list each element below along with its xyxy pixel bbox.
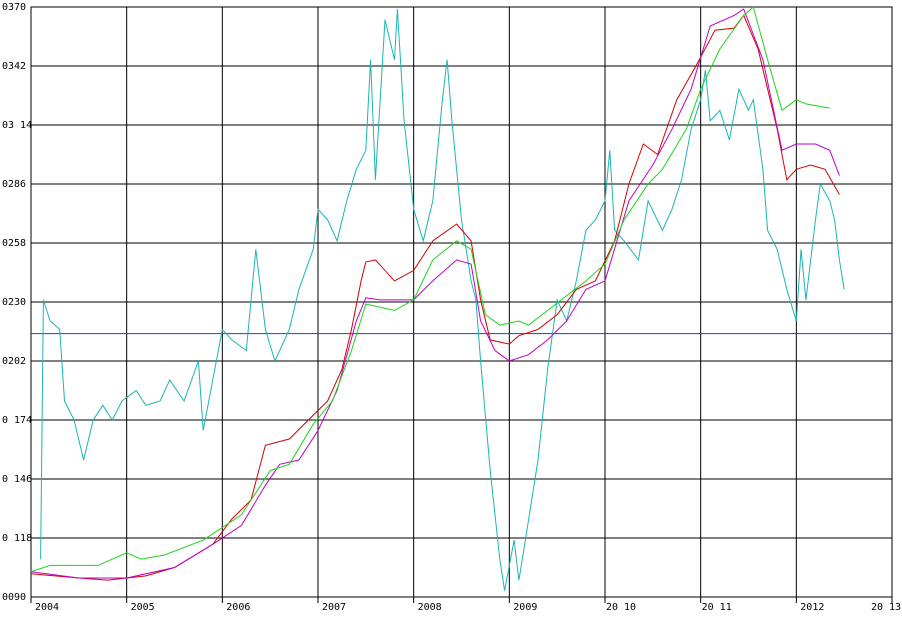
- y-tick-label: 0342: [2, 61, 26, 72]
- plot-frame: [30, 6, 893, 598]
- x-tick-label: 2006: [226, 602, 250, 613]
- y-tick-label: 0 118: [2, 533, 32, 544]
- x-tick-label: 2012: [800, 602, 824, 613]
- y-tick-label: 0286: [2, 179, 26, 190]
- series-line: [40, 9, 845, 591]
- x-tick-label: 20 11: [702, 602, 732, 613]
- y-tick-label: 0370: [2, 2, 26, 13]
- y-tick-label: 0258: [2, 238, 26, 249]
- x-tick-label: 2005: [131, 602, 155, 613]
- y-tick-label: 0 174: [2, 415, 32, 426]
- x-tick-label: 20 13: [871, 602, 901, 613]
- series-line: [30, 6, 830, 573]
- y-tick-label: 0202: [2, 356, 26, 367]
- y-tick-label: 0 146: [2, 474, 32, 485]
- x-tick-label: 2008: [418, 602, 442, 613]
- series-line: [30, 8, 840, 579]
- y-tick-label: 0230: [2, 297, 26, 308]
- x-tick-label: 2009: [513, 602, 537, 613]
- x-tick-label: 2007: [322, 602, 346, 613]
- y-tick-label: 0090: [2, 592, 26, 603]
- y-tick-label: 03 14: [2, 120, 32, 131]
- x-tick-label: 2004: [35, 602, 59, 613]
- x-tick-label: 20 10: [606, 602, 636, 613]
